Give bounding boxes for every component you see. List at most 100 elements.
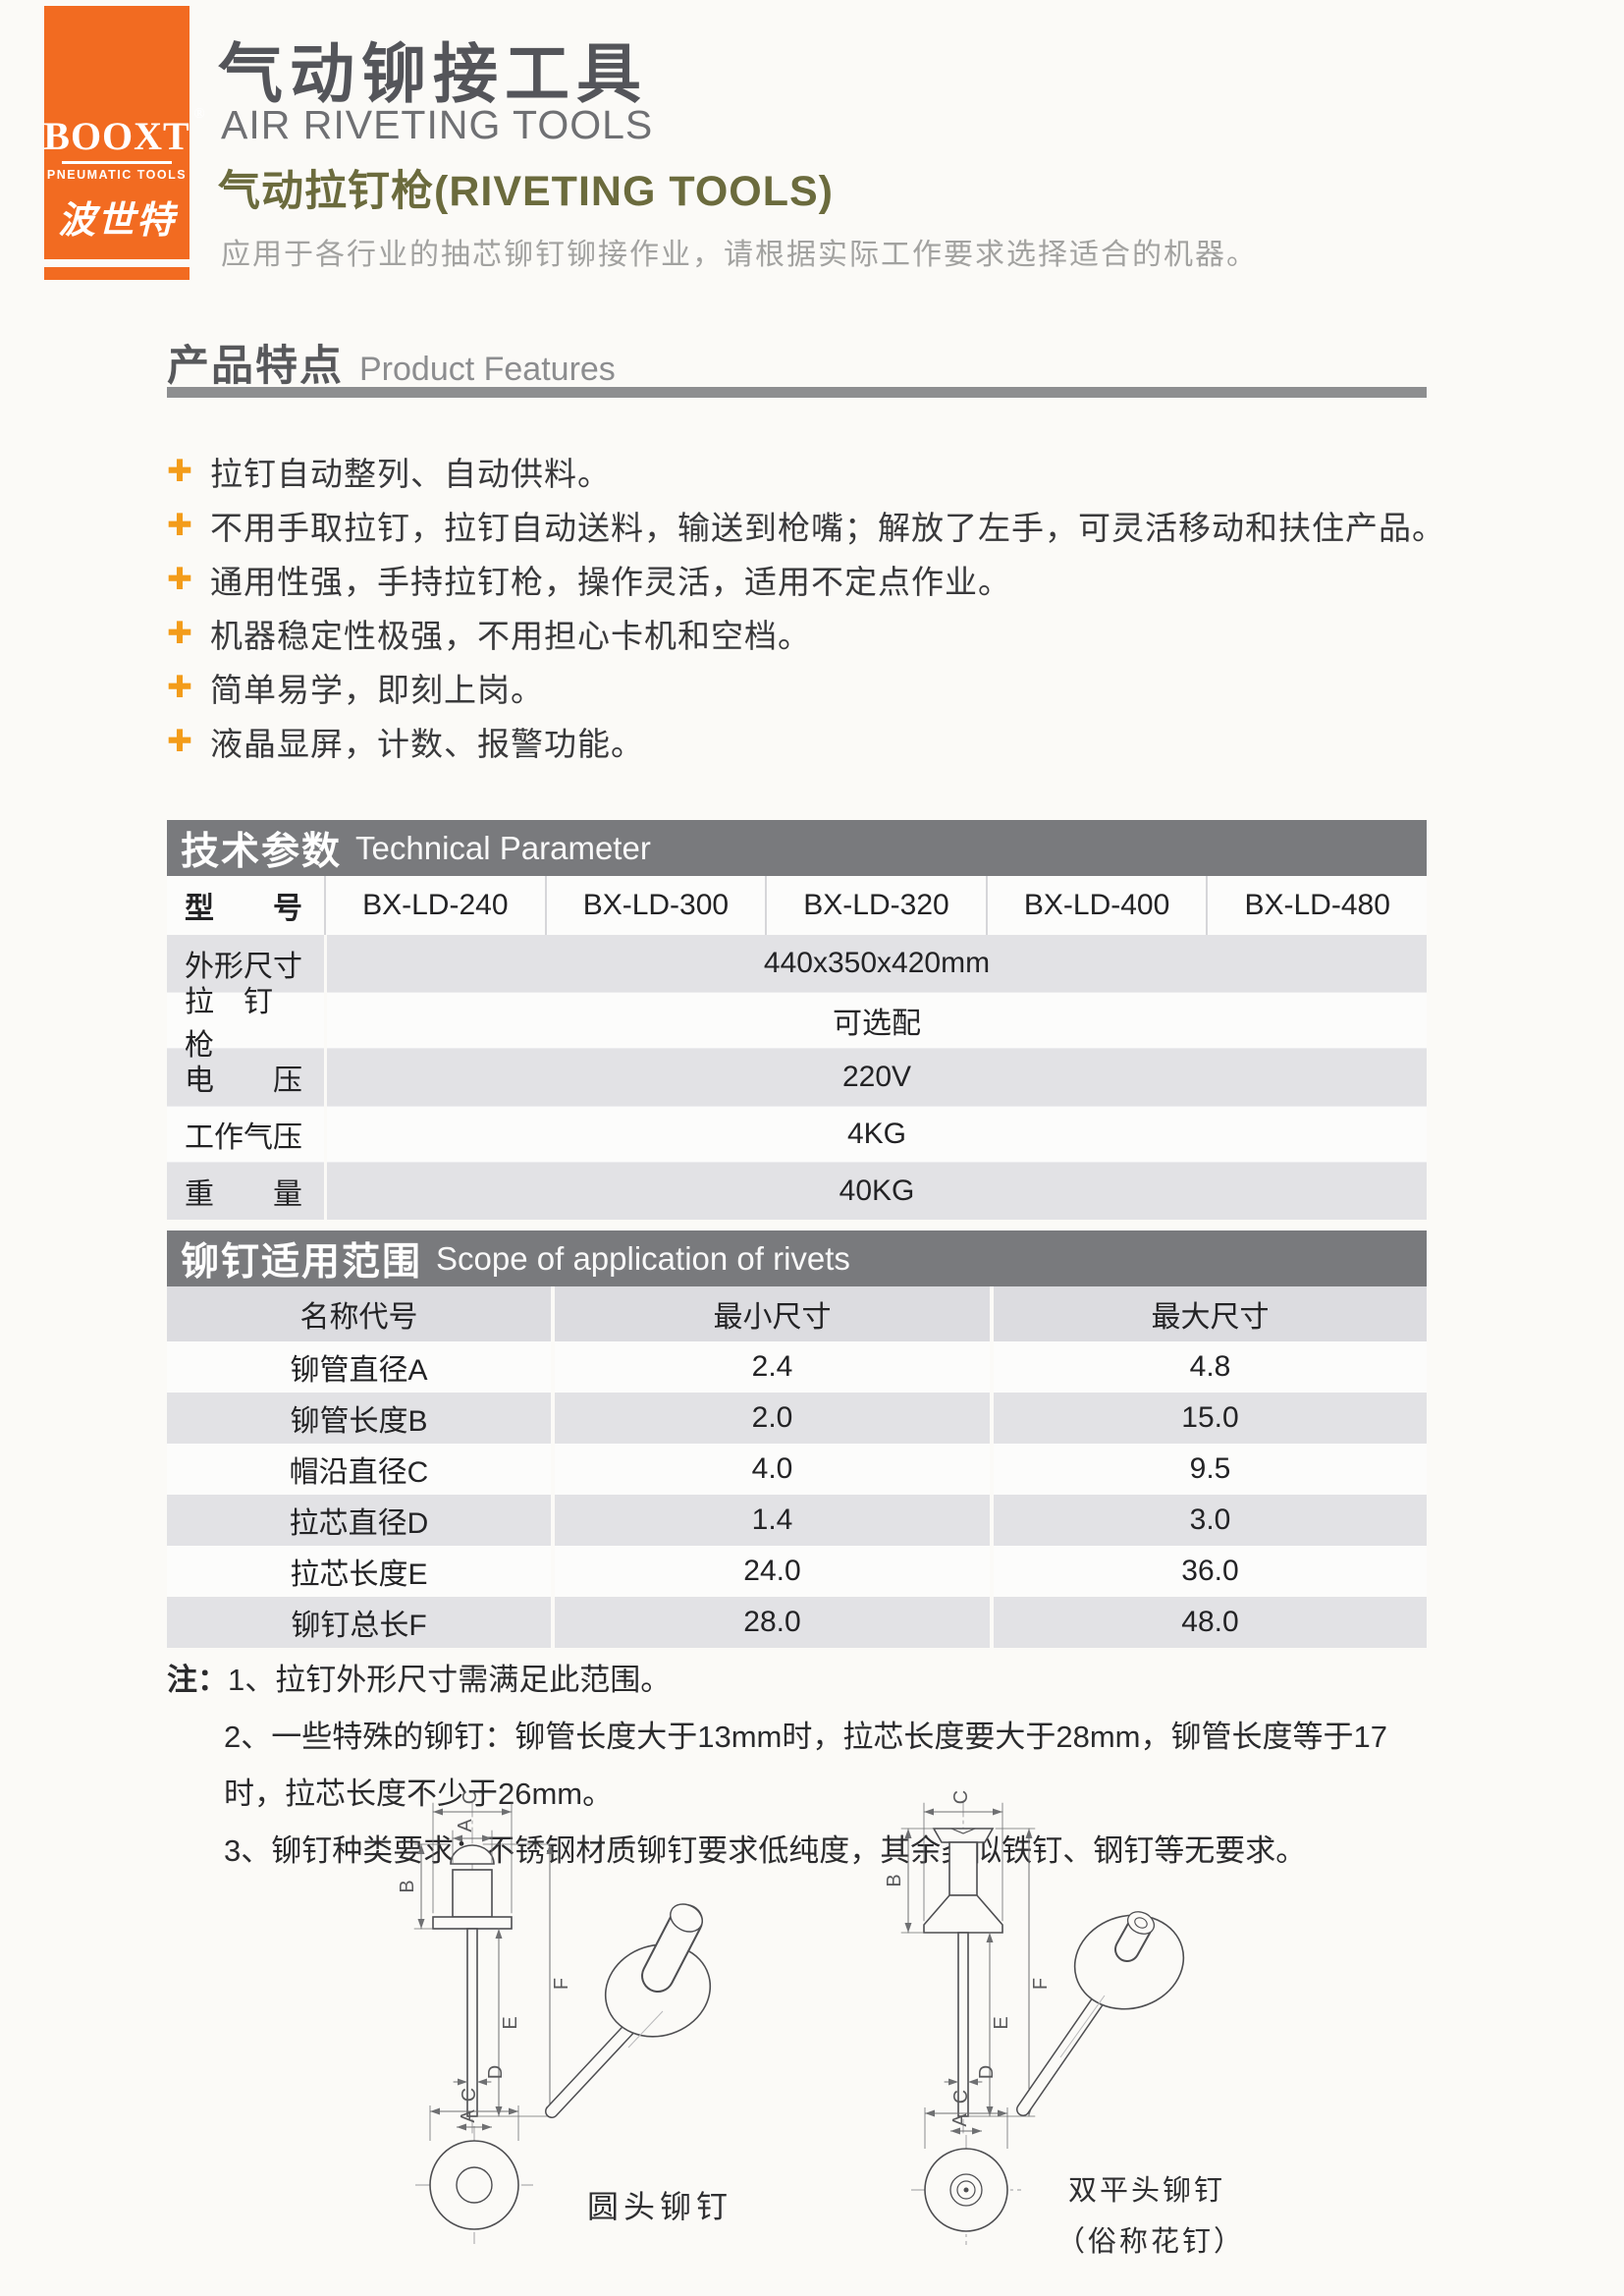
table-row: 铆钉总长F 28.0 48.0	[167, 1597, 1427, 1648]
dim-label-f: F	[1030, 1978, 1052, 1990]
dim-label-d: D	[976, 2065, 998, 2079]
list-item: ✚ 通用性强，手持拉钉枪，操作灵活，适用不定点作业。	[167, 552, 1522, 606]
dim-label-b: B	[884, 1874, 905, 1886]
rivet-max: 4.8	[990, 1341, 1427, 1393]
dim-label-e: E	[991, 2016, 1012, 2029]
brand-tagline: PNEUMATIC TOOLS	[46, 168, 188, 182]
model-label-cell: 型 号	[185, 893, 302, 925]
rivet-drawings-svg: C A B E F	[397, 1790, 1245, 2258]
list-item: ✚ 简单易学，即刻上岗。	[167, 660, 1522, 714]
model-cell: BX-LD-240	[324, 876, 545, 935]
tech-params-title-cn: 技术参数	[181, 830, 343, 873]
page-description: 应用于各行业的抽芯铆钉铆接作业，请根据实际工作要求选择适合的机器。	[221, 239, 1258, 271]
rivet-min: 2.4	[551, 1341, 990, 1393]
feature-text: 拉钉自动整列、自动供料。	[210, 455, 611, 492]
column-header: 最大尺寸	[990, 1286, 1427, 1341]
table-row: 拉 钉 枪 可选配	[167, 986, 1427, 1062]
dim-label-d: D	[485, 2065, 507, 2079]
logo-divider	[62, 161, 172, 164]
flat-head-rivet-caption-line1: 双平头铆钉	[1068, 2174, 1225, 2207]
dim-label-e: E	[500, 2016, 521, 2029]
param-value: 40KG	[324, 1163, 1427, 1220]
dim-label-c: C	[459, 2088, 480, 2102]
feature-text: 不用手取拉钉，拉钉自动送料，输送到枪嘴；解放了左手，可灵活移动和扶住产品。	[210, 509, 1445, 546]
rivet-name: 铆钉总长F	[291, 1610, 427, 1642]
features-heading: 产品特点 Product Features	[167, 332, 616, 393]
page-subtitle: 气动拉钉枪(RIVETING TOOLS)	[218, 168, 834, 215]
list-item: ✚ 拉钉自动整列、自动供料。	[167, 444, 1522, 498]
column-header: 最小尺寸	[551, 1286, 990, 1341]
plus-icon: ✚	[167, 562, 192, 596]
tech-params-title-en: Technical Parameter	[355, 829, 651, 866]
round-head-rivet-bottom-view: C A	[415, 2088, 533, 2244]
dim-label-a: A	[458, 2109, 479, 2123]
table-row: 型 号 BX-LD-240 BX-LD-300 BX-LD-320 BX-LD-…	[167, 876, 1427, 935]
logo-underbar	[44, 267, 189, 280]
rivet-max: 3.0	[990, 1495, 1427, 1546]
rivet-name: 拉芯直径D	[289, 1507, 429, 1540]
rivet-scope-title-cn: 铆钉适用范围	[181, 1240, 423, 1284]
rivet-min: 2.0	[551, 1393, 990, 1444]
round-head-rivet-front-view: C A B E F	[397, 1790, 572, 2134]
table-row: 拉芯长度E 24.0 36.0	[167, 1546, 1427, 1597]
page-title-cn: 气动铆接工具	[218, 37, 648, 110]
note-text: 3、铆钉种类要求：不锈钢材质铆钉要求低纯度，其余类似铁钉、钢钉等无要求。	[224, 1833, 1307, 1868]
note-text: 1、拉钉外形尺寸需满足此范围。	[228, 1663, 672, 1697]
features-title-cn: 产品特点	[167, 343, 344, 390]
dim-label-a: A	[455, 1819, 476, 1832]
rivet-min: 4.0	[551, 1444, 990, 1495]
note-item: 2、一些特殊的铆钉：铆管长度大于13mm时，拉芯长度要大于28mm，铆管长度等于…	[167, 1709, 1473, 1823]
brand-name: BOOXT ®	[43, 107, 204, 158]
tech-params-table: 型 号 BX-LD-240 BX-LD-300 BX-LD-320 BX-LD-…	[167, 876, 1427, 1220]
dim-label-c: C	[460, 1790, 481, 1804]
param-value: 可选配	[324, 992, 1427, 1049]
note-text: 2、一些特殊的铆钉：铆管长度大于13mm时，拉芯长度要大于28mm，铆管长度等于…	[224, 1720, 1387, 1811]
dim-label-c: C	[950, 1790, 972, 1804]
table-row: 铆管直径A 2.4 4.8	[167, 1341, 1427, 1393]
rivet-max: 9.5	[990, 1444, 1427, 1495]
registered-mark: ®	[193, 106, 206, 122]
table-row: 帽沿直径C 4.0 9.5	[167, 1444, 1427, 1495]
param-value: 220V	[324, 1049, 1427, 1106]
rivet-min: 1.4	[551, 1495, 990, 1546]
brand-logo: BOOXT ® PNEUMATIC TOOLS 波世特	[43, 6, 205, 259]
dim-label-b: B	[397, 1880, 418, 1892]
rivet-scope-table: 名称代号 最小尺寸 最大尺寸 铆管直径A 2.4 4.8 铆管长度B 2.0 1…	[167, 1286, 1427, 1648]
features-list: ✚ 拉钉自动整列、自动供料。 ✚ 不用手取拉钉，拉钉自动送料，输送到枪嘴；解放了…	[167, 444, 1522, 768]
features-title-en: Product Features	[359, 351, 616, 388]
rivet-max: 15.0	[990, 1393, 1427, 1444]
note-item: 3、铆钉种类要求：不锈钢材质铆钉要求低纯度，其余类似铁钉、钢钉等无要求。	[167, 1823, 1473, 1880]
table-row: 铆管长度B 2.0 15.0	[167, 1393, 1427, 1444]
page-title-en: AIR RIVETING TOOLS	[221, 102, 654, 147]
model-cell: BX-LD-320	[765, 876, 986, 935]
dim-label-f: F	[551, 1978, 572, 1990]
model-cell: BX-LD-400	[985, 876, 1207, 935]
note-label: 注：	[167, 1663, 228, 1697]
model-cell: BX-LD-300	[544, 876, 766, 935]
param-label: 外形尺寸	[185, 951, 302, 983]
dim-label-a: A	[949, 2113, 971, 2127]
table-header-row: 名称代号 最小尺寸 最大尺寸	[167, 1286, 1427, 1341]
plus-icon: ✚	[167, 616, 192, 650]
rivet-name: 铆管直径A	[290, 1354, 428, 1387]
brand-name-text: BOOXT	[43, 114, 190, 158]
plus-icon: ✚	[167, 508, 192, 542]
rivet-min: 28.0	[551, 1597, 990, 1648]
dim-label-c: C	[950, 2090, 972, 2104]
feature-text: 机器稳定性极强，不用担心卡机和空档。	[210, 617, 811, 654]
table-row: 拉芯直径D 1.4 3.0	[167, 1495, 1427, 1546]
list-item: ✚ 机器稳定性极强，不用担心卡机和空档。	[167, 606, 1522, 660]
features-divider	[167, 387, 1427, 398]
flat-head-rivet-front-view: C B E F D	[884, 1790, 1052, 2134]
flat-head-rivet-caption-line2: （俗称花钉）	[1056, 2225, 1245, 2258]
rivet-max: 48.0	[990, 1597, 1427, 1648]
flat-head-rivet-bottom-view: C A	[911, 2090, 1021, 2245]
rivet-max: 36.0	[990, 1546, 1427, 1597]
flat-head-rivet-3d-view	[1016, 1911, 1185, 2116]
rivet-scope-header-bar: 铆钉适用范围 Scope of application of rivets	[167, 1230, 1427, 1286]
round-head-rivet-3d-view	[545, 1903, 712, 2118]
plus-icon: ✚	[167, 454, 192, 488]
rivet-min: 24.0	[551, 1546, 990, 1597]
list-item: ✚ 不用手取拉钉，拉钉自动送料，输送到枪嘴；解放了左手，可灵活移动和扶住产品。	[167, 498, 1522, 552]
